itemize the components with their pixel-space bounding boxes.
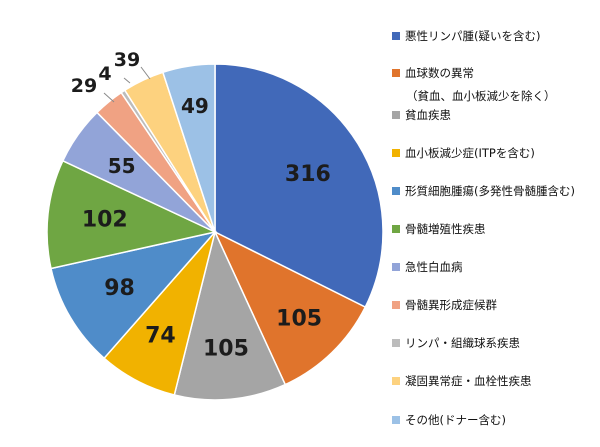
legend-label-7: 骨髄異形成症候群 [405,298,497,312]
pie-slice-4 [50,230,218,360]
pie-slice-2 [173,229,287,401]
data-label-1: 105 [276,306,322,331]
legend-item-0: 悪性リンパ腫(疑いを含む) [392,28,540,44]
data-label-2: 105 [203,337,249,362]
legend-label-10: その他(ドナー含む) [405,413,506,427]
legend-label-0: 悪性リンパ腫(疑いを含む) [405,29,541,43]
legend-swatch-2 [392,111,400,119]
legend-swatch-4 [392,187,400,195]
legend-swatch-9 [392,377,400,385]
data-label-6: 55 [108,154,136,178]
legend-swatch-8 [392,339,400,347]
legend-item-2: 貧血疾患 [392,107,451,123]
data-label-9: 39 [114,49,140,71]
legend-label-9: 凝固異常症・血栓性疾患 [405,374,532,388]
data-label-0: 316 [285,162,331,187]
legend-label-3: 血小板減少症(ITPを含む) [405,146,535,160]
legend-label-1: 血球数の異常 [405,66,474,80]
data-label-7: 29 [71,75,97,97]
legend-swatch-5 [392,225,400,233]
legend-label-6: 急性白血病 [405,260,463,274]
data-label-4: 98 [104,276,135,301]
pie-slice-10 [161,63,216,233]
legend-item-10: その他(ドナー含む) [392,412,506,428]
legend-item-8: リンパ・組織球系疾患 [392,335,520,351]
data-label-10: 49 [181,94,209,118]
legend-swatch-10 [392,416,400,424]
legend-swatch-0 [392,32,400,40]
pie-slice-5 [46,159,218,270]
legend-label-2: 貧血疾患 [405,108,451,122]
legend-item-6: 急性白血病 [392,259,463,275]
legend-item-5: 骨髄増殖性疾患 [392,221,486,237]
legend-swatch-6 [392,263,400,271]
leader-line-8 [123,77,131,84]
legend-item-9: 凝固異常症・血栓性疾患 [392,373,532,389]
legend-swatch-3 [392,149,400,157]
legend-label-5: 骨髄増殖性疾患 [405,222,486,236]
legend-item-4: 形質細胞腫瘍(多発性骨髄腫含む) [392,183,575,199]
legend-sublabel-1: （貧血、血小板減少を除く） [406,89,556,103]
legend-item-1: 血球数の異常 [392,65,474,81]
legend-label-8: リンパ・組織球系疾患 [405,336,520,350]
pie-slice-0 [214,63,384,309]
legend-item-7: 骨髄異形成症候群 [392,297,497,313]
data-label-8: 4 [98,63,111,85]
data-label-5: 102 [82,207,128,232]
legend: 悪性リンパ腫(疑いを含む) 血球数の異常 貧血疾患血小板減少症(ITPを含む) 形質細… [392,0,600,447]
leader-line-9 [140,66,151,80]
legend-label-4: 形質細胞腫瘍(多発性骨髄腫含む) [405,184,575,198]
data-label-3: 74 [145,324,176,349]
legend-swatch-1 [392,69,400,77]
pie-slice-1 [213,230,367,386]
legend-swatch-7 [392,301,400,309]
legend-item-3: 血小板減少症(ITPを含む) [392,145,535,161]
leader-line-7 [103,92,115,103]
